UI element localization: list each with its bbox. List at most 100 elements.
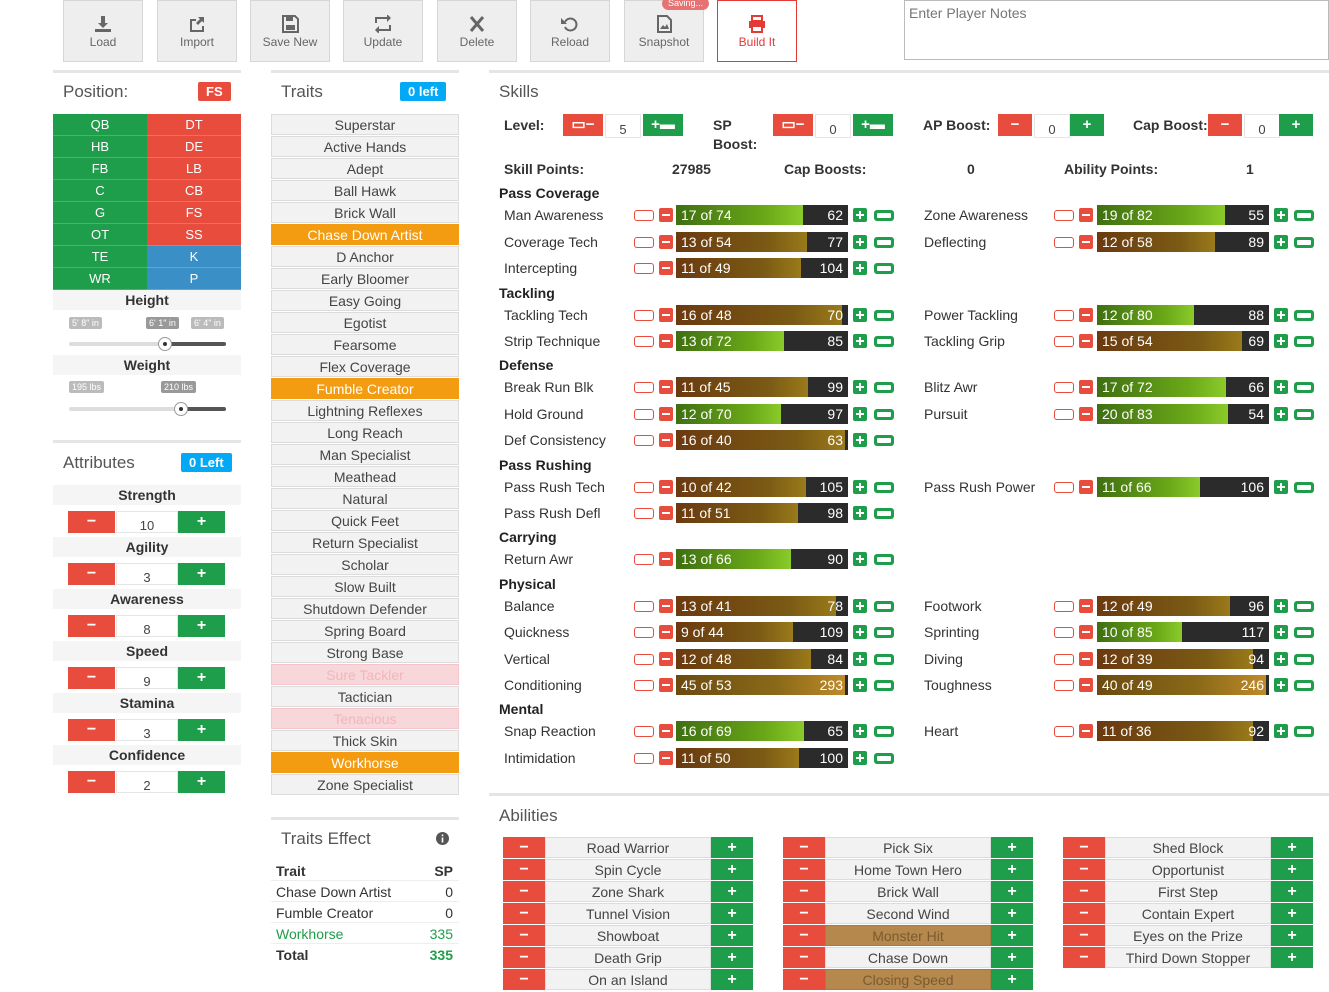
ap-boost-increase-button[interactable]: +	[1070, 114, 1104, 136]
update-button[interactable]: Update	[343, 0, 423, 62]
skill-power-tackling-increase-button[interactable]	[1274, 308, 1288, 322]
trait-tactician[interactable]: Tactician	[271, 686, 459, 707]
skill-pass-rush-power-increase-button[interactable]	[1274, 480, 1288, 494]
skill-tackling-tech-decrease-max-button[interactable]	[634, 310, 654, 321]
snapshot-button[interactable]: Snapshot	[624, 0, 704, 62]
skill-man-awareness-decrease-max-button[interactable]	[634, 210, 654, 221]
sp-boost-input[interactable]: 0	[815, 114, 851, 138]
skill-def-consistency-decrease-button[interactable]	[659, 433, 673, 447]
skill-intercepting-decrease-button[interactable]	[659, 261, 673, 275]
skill-quickness-increase-button[interactable]	[853, 625, 867, 639]
ability-closing-speed-add-button[interactable]: +	[991, 969, 1033, 990]
ability-opportunist[interactable]: Opportunist	[1105, 859, 1271, 880]
cap-boost-decrease-button[interactable]: −	[1208, 114, 1242, 136]
skill-power-tackling-decrease-max-button[interactable]	[1054, 310, 1074, 321]
skill-pass-rush-power-decrease-button[interactable]	[1079, 480, 1093, 494]
ability-third-down-stopper-remove-button[interactable]: −	[1063, 947, 1105, 968]
position-lb[interactable]: LB	[147, 158, 241, 180]
speed-decrease-button[interactable]: −	[68, 667, 115, 689]
ability-eyes-on-the-prize-remove-button[interactable]: −	[1063, 925, 1105, 946]
skill-def-consistency-decrease-max-button[interactable]	[634, 435, 654, 446]
trait-egotist[interactable]: Egotist	[271, 312, 459, 333]
ability-showboat-remove-button[interactable]: −	[503, 925, 545, 946]
skill-balance-increase-max-button[interactable]	[874, 601, 894, 612]
sp-boost-increase-button[interactable]: +▬	[853, 114, 893, 136]
skill-tackling-grip-increase-button[interactable]	[1274, 334, 1288, 348]
skill-pass-rush-tech-decrease-max-button[interactable]	[634, 482, 654, 493]
position-k[interactable]: K	[147, 246, 241, 268]
trait-return-specialist[interactable]: Return Specialist	[271, 532, 459, 553]
position-qb[interactable]: QB	[53, 114, 147, 136]
trait-d-anchor[interactable]: D Anchor	[271, 246, 459, 267]
level-decrease-button[interactable]: ▭−	[563, 114, 603, 136]
skill-conditioning-decrease-max-button[interactable]	[634, 680, 654, 691]
skill-heart-increase-max-button[interactable]	[1294, 726, 1314, 737]
skill-balance-decrease-button[interactable]	[659, 599, 673, 613]
ability-shed-block-remove-button[interactable]: −	[1063, 837, 1105, 858]
skill-strip-technique-decrease-max-button[interactable]	[634, 336, 654, 347]
skill-coverage-tech-increase-max-button[interactable]	[874, 237, 894, 248]
skill-vertical-decrease-button[interactable]	[659, 652, 673, 666]
trait-meathead[interactable]: Meathead	[271, 466, 459, 487]
skill-hold-ground-increase-max-button[interactable]	[874, 409, 894, 420]
position-wr[interactable]: WR	[53, 268, 147, 290]
trait-workhorse[interactable]: Workhorse	[271, 752, 459, 773]
skill-hold-ground-increase-button[interactable]	[853, 407, 867, 421]
skill-diving-decrease-button[interactable]	[1079, 652, 1093, 666]
skill-quickness-increase-max-button[interactable]	[874, 627, 894, 638]
awareness-increase-button[interactable]: +	[178, 615, 225, 637]
trait-slow-built[interactable]: Slow Built	[271, 576, 459, 597]
skill-sprinting-increase-button[interactable]	[1274, 625, 1288, 639]
skill-deflecting-increase-max-button[interactable]	[1294, 237, 1314, 248]
level-input[interactable]: 5	[605, 114, 641, 138]
trait-adept[interactable]: Adept	[271, 158, 459, 179]
skill-man-awareness-increase-button[interactable]	[853, 208, 867, 222]
skill-intimidation-increase-button[interactable]	[853, 751, 867, 765]
skill-deflecting-increase-button[interactable]	[1274, 235, 1288, 249]
position-c[interactable]: C	[53, 180, 147, 202]
trait-superstar[interactable]: Superstar	[271, 114, 459, 135]
skill-footwork-decrease-button[interactable]	[1079, 599, 1093, 613]
ability-road-warrior[interactable]: Road Warrior	[545, 837, 711, 858]
ap-boost-input[interactable]: 0	[1034, 114, 1070, 138]
skill-heart-decrease-max-button[interactable]	[1054, 726, 1074, 737]
trait-natural[interactable]: Natural	[271, 488, 459, 509]
trait-active-hands[interactable]: Active Hands	[271, 136, 459, 157]
trait-quick-feet[interactable]: Quick Feet	[271, 510, 459, 531]
skill-hold-ground-decrease-max-button[interactable]	[634, 409, 654, 420]
ability-monster-hit-add-button[interactable]: +	[991, 925, 1033, 946]
skill-intercepting-decrease-max-button[interactable]	[634, 263, 654, 274]
skill-zone-awareness-decrease-max-button[interactable]	[1054, 210, 1074, 221]
ability-pick-six-add-button[interactable]: +	[991, 837, 1033, 858]
skill-diving-decrease-max-button[interactable]	[1054, 654, 1074, 665]
skill-pursuit-decrease-button[interactable]	[1079, 407, 1093, 421]
position-fb[interactable]: FB	[53, 158, 147, 180]
skill-snap-reaction-increase-max-button[interactable]	[874, 726, 894, 737]
agility-increase-button[interactable]: +	[178, 563, 225, 585]
skill-break-run-blk-decrease-max-button[interactable]	[634, 382, 654, 393]
strength-increase-button[interactable]: +	[178, 511, 225, 533]
save-new-button[interactable]: Save New	[250, 0, 330, 62]
skill-sprinting-increase-max-button[interactable]	[1294, 627, 1314, 638]
skill-sprinting-decrease-max-button[interactable]	[1054, 627, 1074, 638]
skill-strip-technique-decrease-button[interactable]	[659, 334, 673, 348]
trait-strong-base[interactable]: Strong Base	[271, 642, 459, 663]
ability-road-warrior-remove-button[interactable]: −	[503, 837, 545, 858]
trait-thick-skin[interactable]: Thick Skin	[271, 730, 459, 751]
ability-first-step-remove-button[interactable]: −	[1063, 881, 1105, 902]
weight-slider-handle[interactable]	[174, 402, 188, 416]
cap-boost-increase-button[interactable]: +	[1279, 114, 1313, 136]
ability-tunnel-vision-remove-button[interactable]: −	[503, 903, 545, 924]
trait-shutdown-defender[interactable]: Shutdown Defender	[271, 598, 459, 619]
trait-scholar[interactable]: Scholar	[271, 554, 459, 575]
ability-contain-expert-remove-button[interactable]: −	[1063, 903, 1105, 924]
skill-pass-rush-defl-increase-button[interactable]	[853, 506, 867, 520]
load-button[interactable]: Load	[63, 0, 143, 62]
skill-snap-reaction-decrease-max-button[interactable]	[634, 726, 654, 737]
trait-early-bloomer[interactable]: Early Bloomer	[271, 268, 459, 289]
ability-pick-six[interactable]: Pick Six	[825, 837, 991, 858]
ability-closing-speed-remove-button[interactable]: −	[783, 969, 825, 990]
skill-power-tackling-increase-max-button[interactable]	[1294, 310, 1314, 321]
ability-on-an-island-remove-button[interactable]: −	[503, 969, 545, 990]
height-slider-handle[interactable]	[158, 337, 172, 351]
